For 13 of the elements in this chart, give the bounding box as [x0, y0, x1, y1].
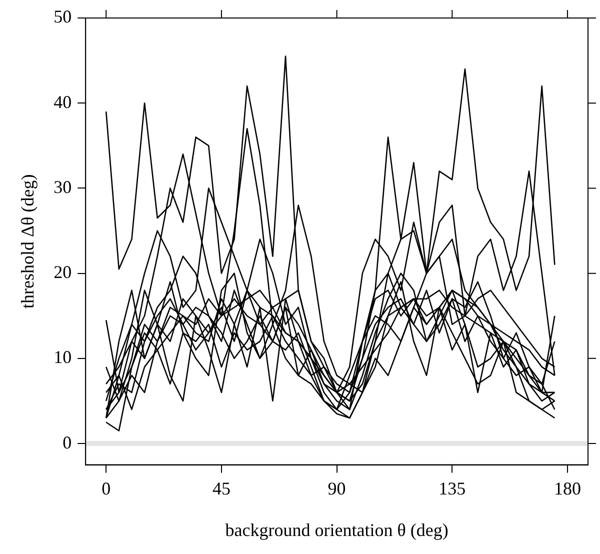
- y-tick-label: 50: [54, 6, 72, 27]
- y-axis-title: threshold Δθ (deg): [18, 174, 38, 308]
- x-tick-label: 135: [438, 478, 466, 498]
- x-tick-label: 180: [554, 478, 581, 498]
- y-tick-label: 30: [54, 176, 72, 197]
- x-tick-label: 90: [328, 478, 346, 498]
- y-tick-label: 40: [54, 92, 72, 112]
- x-tick-label: 45: [212, 478, 230, 498]
- y-tick-label: 0: [62, 432, 72, 452]
- y-tick-label: 10: [54, 347, 72, 368]
- x-tick-label: 0: [102, 478, 111, 498]
- x-axis-title: background orientation θ (deg): [225, 520, 448, 540]
- y-tick-label: 20: [54, 262, 72, 282]
